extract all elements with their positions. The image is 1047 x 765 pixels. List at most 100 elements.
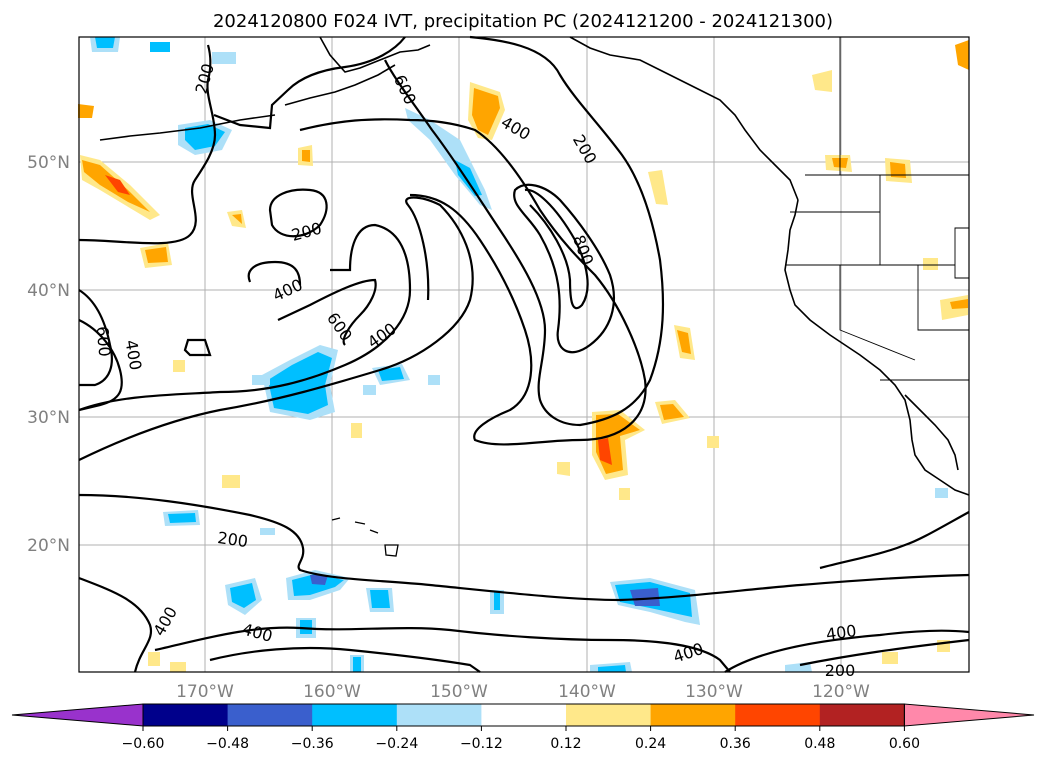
border-state (917, 265, 969, 331)
lat-tick-label: 40°N (27, 281, 70, 301)
colorbar-tick-label: −0.60 (122, 736, 165, 752)
ivt-contour-200 (819, 511, 970, 570)
precip-pos-patch (302, 150, 310, 162)
precip-pos-patch (351, 423, 362, 438)
lat-axis: 50°N 40°N 30°N 20°N (27, 153, 70, 556)
precip-pos-patch (677, 330, 691, 354)
baja-coast (904, 394, 959, 471)
precip-pos-patch (882, 652, 898, 664)
lat-tick-label: 30°N (27, 408, 70, 428)
ivt-contour-400 (299, 118, 647, 446)
precip-neg-patch (428, 375, 440, 385)
map-title: 2024120800 F024 IVT, precipitation PC (2… (213, 11, 833, 32)
colorbar-frame (142, 703, 905, 727)
colorbar-segment (650, 704, 736, 726)
precip-neg-patch (363, 385, 376, 395)
colorbar-segment (227, 704, 313, 726)
precip-pos-patch (648, 170, 668, 205)
ivt-contour-400 (183, 338, 212, 357)
precip-neg-patch (292, 574, 344, 596)
colorbar-tick-label: 0.36 (720, 736, 751, 752)
aleutian-coast (99, 114, 276, 141)
ivt-contour-400 (78, 319, 123, 412)
gulf-of-alaska-coast (569, 36, 799, 201)
colorbar-extend-low (11, 703, 144, 727)
precip-neg-patch (230, 583, 256, 608)
lon-tick-label: 120°W (812, 682, 870, 702)
colorbar-segment (481, 704, 567, 726)
contour-label: 600 (93, 325, 115, 357)
precip-neg-patch (455, 160, 482, 196)
precip-neg-patch (598, 665, 626, 672)
contour-label: 400 (825, 621, 858, 644)
colorbar-segment (735, 704, 821, 726)
colorbar-segment (396, 704, 482, 726)
precip-neg-patch (353, 657, 361, 672)
ivt-contour-800 (524, 188, 589, 310)
precip-pos-patch (78, 104, 94, 118)
precip-pos-patch (170, 662, 186, 672)
island (331, 517, 341, 521)
colorbar-tick-label: 0.48 (804, 736, 835, 752)
precip-pos-patch (232, 214, 242, 224)
alaska-peninsula-coast (284, 64, 396, 106)
contour-label: 200 (216, 528, 249, 551)
contour-labels: 200 200 200 200 200 400 400 400 400 400 … (93, 61, 858, 680)
island (384, 544, 399, 557)
ivt-contour-200 (78, 493, 970, 602)
hawaii-islands (331, 517, 399, 557)
lon-tick-label: 160°W (303, 682, 361, 702)
precip-pos-patch (148, 652, 160, 666)
precip-neg-patch (310, 575, 328, 585)
precip-pos-patch (707, 436, 719, 448)
map-frame (78, 36, 970, 673)
precip-neg-patch (630, 588, 660, 606)
ivt-contour-800 (513, 183, 615, 354)
ivt-contour-200 (799, 638, 970, 667)
precip-neg-patch (370, 590, 390, 608)
colorbar-segment (819, 704, 905, 726)
precip-neg-patch (252, 375, 270, 385)
ivt-contour-200 (78, 196, 474, 461)
colorbar-segment (143, 704, 229, 726)
precip-pos-patch (105, 175, 130, 195)
precip-pos-patch (890, 162, 906, 178)
ivt-contour-200 (209, 646, 481, 673)
precip-pos-patch (812, 70, 832, 92)
ivt-contour-200 (78, 44, 217, 245)
colorbar-tick-label: −0.36 (291, 736, 334, 752)
lat-tick-label: 50°N (27, 153, 70, 173)
precip-pos-patch (472, 88, 500, 135)
ivt-contour-400 (724, 629, 970, 673)
ivt-contour-400 (154, 626, 731, 673)
island (354, 521, 366, 525)
ivt-contour-600 (78, 289, 113, 387)
precip-neg-patch (95, 37, 115, 48)
ivt-contour-600 (277, 278, 377, 346)
border-state (839, 265, 916, 361)
colorbar-tick-label: −0.12 (460, 736, 503, 752)
lon-axis: 170°W 160°W 150°W 140°W 130°W 120°W (176, 682, 870, 702)
colorbar-tick-label: −0.48 (206, 736, 249, 752)
colorbar-tick-label: 0.12 (550, 736, 581, 752)
precip-neg-patch (494, 592, 500, 610)
colorbar-segment (312, 704, 398, 726)
map-panel: 200 200 200 200 200 400 400 400 400 400 … (78, 35, 970, 680)
colorbar: −0.60 −0.48 −0.36 −0.24 −0.12 0.12 0.24 0.36 0.4… (11, 703, 1035, 752)
precip-pos-patch (222, 475, 240, 488)
contour-label: 200 (825, 661, 856, 680)
ivt-contour-200 (268, 188, 328, 238)
west-coast (784, 199, 970, 496)
precip-neg-patch (300, 620, 312, 634)
coastlines (99, 36, 970, 496)
lon-tick-label: 170°W (176, 682, 234, 702)
colorbar-tick-label: 0.24 (635, 736, 666, 752)
graticule (79, 37, 969, 672)
precip-neg-patch (260, 528, 275, 535)
lat-tick-label: 20°N (27, 536, 70, 556)
precip-neg-patch (168, 513, 196, 523)
precip-pos-patch (557, 462, 570, 476)
precip-pos-patch (923, 258, 938, 270)
precip-neg-patch (212, 52, 236, 64)
precip-neg-patch (150, 42, 170, 52)
